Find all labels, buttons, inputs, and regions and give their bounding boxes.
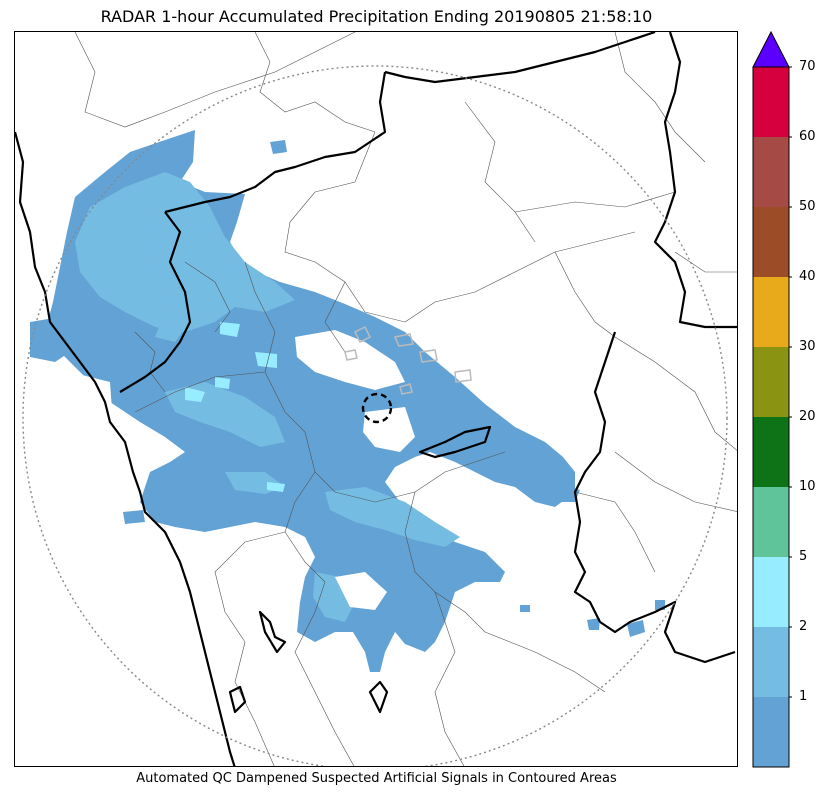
colorbar-tick-label: 60 xyxy=(799,129,816,144)
colorbar-tick-label: 70 xyxy=(799,59,816,74)
colorbar-segment xyxy=(753,347,789,417)
colorbar-segment xyxy=(753,207,789,277)
colorbar-tick-label: 30 xyxy=(799,339,816,354)
precip-layer-2to5 xyxy=(185,322,285,492)
colorbar-tick-label: 1 xyxy=(799,689,808,704)
qc-caption: Automated QC Dampened Suspected Artifici… xyxy=(136,771,617,786)
colorbar-tick-label: 2 xyxy=(799,619,808,634)
district-boundaries xyxy=(74,32,737,766)
colorbar-segment xyxy=(753,697,789,767)
colorbar-tick-label: 50 xyxy=(799,199,816,214)
colorbar-segment xyxy=(753,417,789,487)
colorbar-segment xyxy=(753,67,789,137)
colorbar-tick-label: 20 xyxy=(799,409,816,424)
radar-map[interactable] xyxy=(14,31,738,767)
colorbar-segment xyxy=(753,627,789,697)
qc-contour-areas xyxy=(344,325,472,395)
colorbar-tick-label: 10 xyxy=(799,479,816,494)
colorbar-tick-label: 40 xyxy=(799,269,816,284)
radar-range-ring xyxy=(22,65,728,766)
colorbar-segment xyxy=(753,277,789,347)
colorbar-graphic xyxy=(752,30,792,768)
radar-map-canvas xyxy=(15,32,737,766)
colorbar-segment xyxy=(753,487,789,557)
colorbar-extend-arrow xyxy=(752,30,790,68)
colorbar-tick-label: 5 xyxy=(799,549,808,564)
colorbar-segment xyxy=(753,137,789,207)
coast-and-state-borders xyxy=(15,32,737,766)
map-title: RADAR 1-hour Accumulated Precipitation E… xyxy=(100,7,653,26)
colorbar: 1 2 5 10 20 30 40 50 60 70 xyxy=(752,30,816,768)
radar-site-marker xyxy=(361,392,393,424)
colorbar-segment xyxy=(753,557,789,627)
